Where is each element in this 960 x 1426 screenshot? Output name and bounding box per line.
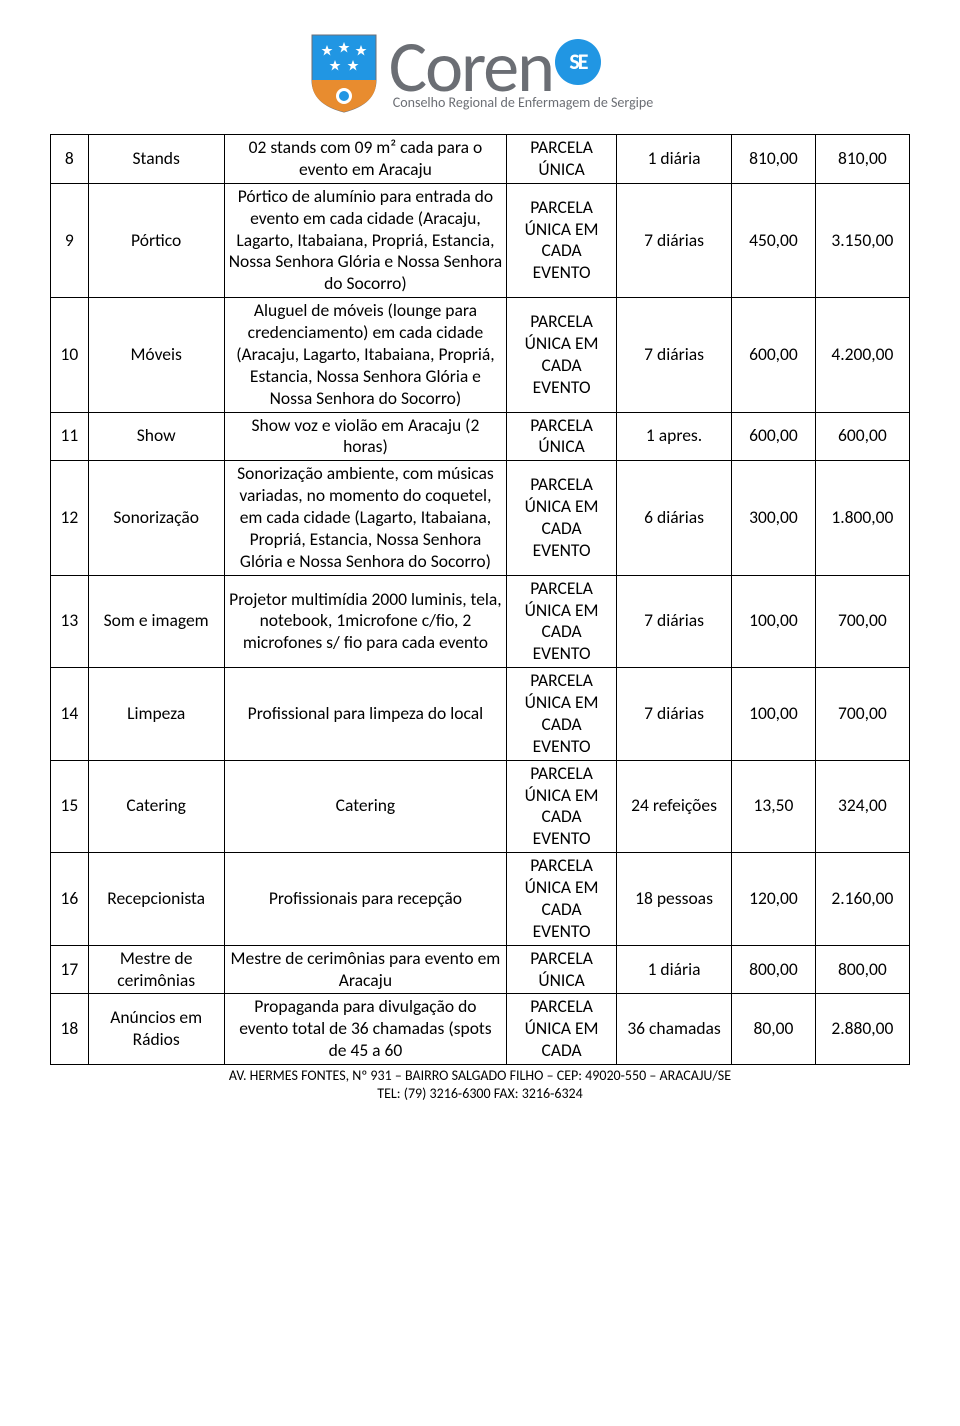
cell-quantity: 7 diárias (617, 183, 732, 297)
cell-quantity: 1 apres. (617, 412, 732, 461)
cell-parcela: PARCELA ÚNICA (507, 945, 617, 994)
cell-unit-value: 600,00 (732, 412, 816, 461)
cell-description: Aluguel de móveis (lounge para credencia… (224, 298, 506, 412)
cell-description: Pórtico de alumínio para entrada do even… (224, 183, 506, 297)
cell-total-value: 4.200,00 (815, 298, 909, 412)
brand-subtitle: Conselho Regional de Enfermagem de Sergi… (393, 94, 653, 111)
cell-unit-value: 120,00 (732, 853, 816, 946)
cell-total-value: 600,00 (815, 412, 909, 461)
cell-unit-value: 800,00 (732, 945, 816, 994)
cell-name: Limpeza (88, 668, 224, 761)
cell-name: Anúncios em Rádios (88, 994, 224, 1065)
cell-number: 11 (51, 412, 89, 461)
cell-parcela: PARCELA ÚNICA EM CADA EVENTO (507, 853, 617, 946)
table-row: 9PórticoPórtico de alumínio para entrada… (51, 183, 910, 297)
cell-total-value: 2.160,00 (815, 853, 909, 946)
cell-unit-value: 300,00 (732, 461, 816, 575)
cell-parcela: PARCELA ÚNICA EM CADA EVENTO (507, 183, 617, 297)
cell-number: 13 (51, 575, 89, 668)
cell-name: Móveis (88, 298, 224, 412)
cell-parcela: PARCELA ÚNICA EM CADA EVENTO (507, 461, 617, 575)
cell-quantity: 18 pessoas (617, 853, 732, 946)
cell-name: Pórtico (88, 183, 224, 297)
cell-description: Mestre de cerimônias para evento em Arac… (224, 945, 506, 994)
cell-quantity: 1 diária (617, 945, 732, 994)
cell-unit-value: 450,00 (732, 183, 816, 297)
cell-parcela: PARCELA ÚNICA (507, 412, 617, 461)
cell-unit-value: 100,00 (732, 575, 816, 668)
cell-unit-value: 80,00 (732, 994, 816, 1065)
cell-number: 8 (51, 135, 89, 184)
cell-quantity: 7 diárias (617, 668, 732, 761)
cell-total-value: 324,00 (815, 760, 909, 853)
cell-number: 10 (51, 298, 89, 412)
cell-total-value: 3.150,00 (815, 183, 909, 297)
logo-header: Coren SE Conselho Regional de Enfermagem… (50, 30, 910, 116)
footer-phone: TEL: (79) 3216-6300 FAX: 3216-6324 (50, 1085, 910, 1103)
table-row: 11ShowShow voz e violão em Aracaju (2 ho… (51, 412, 910, 461)
cell-name: Sonorização (88, 461, 224, 575)
page-footer: AV. HERMES FONTES, Nº 931 – BAIRRO SALGA… (50, 1067, 910, 1103)
cell-number: 14 (51, 668, 89, 761)
shield-icon (307, 30, 381, 116)
cell-unit-value: 13,50 (732, 760, 816, 853)
table-row: 14LimpezaProfissional para limpeza do lo… (51, 668, 910, 761)
cell-name: Stands (88, 135, 224, 184)
table-row: 18Anúncios em RádiosPropaganda para divu… (51, 994, 910, 1065)
cell-name: Catering (88, 760, 224, 853)
table-row: 17Mestre de cerimôniasMestre de cerimôni… (51, 945, 910, 994)
cell-parcela: PARCELA ÚNICA EM CADA EVENTO (507, 575, 617, 668)
cell-parcela: PARCELA ÚNICA EM CADA EVENTO (507, 298, 617, 412)
cell-quantity: 24 refeições (617, 760, 732, 853)
cell-total-value: 2.880,00 (815, 994, 909, 1065)
table-row: 10MóveisAluguel de móveis (lounge para c… (51, 298, 910, 412)
cell-parcela: PARCELA ÚNICA EM CADA EVENTO (507, 668, 617, 761)
brand-name: Coren SE (389, 35, 601, 100)
cell-number: 16 (51, 853, 89, 946)
cell-description: 02 stands com 09 m² cada para o evento e… (224, 135, 506, 184)
cell-number: 18 (51, 994, 89, 1065)
cell-parcela: PARCELA ÚNICA EM CADA EVENTO (507, 760, 617, 853)
cell-quantity: 6 diárias (617, 461, 732, 575)
cell-unit-value: 600,00 (732, 298, 816, 412)
cell-description: Profissionais para recepção (224, 853, 506, 946)
cell-total-value: 700,00 (815, 575, 909, 668)
cell-total-value: 800,00 (815, 945, 909, 994)
cell-number: 9 (51, 183, 89, 297)
cell-unit-value: 100,00 (732, 668, 816, 761)
cell-quantity: 36 chamadas (617, 994, 732, 1065)
table-row: 13Som e imagemProjetor multimídia 2000 l… (51, 575, 910, 668)
cell-quantity: 1 diária (617, 135, 732, 184)
cell-number: 12 (51, 461, 89, 575)
cell-description: Profissional para limpeza do local (224, 668, 506, 761)
cell-quantity: 7 diárias (617, 298, 732, 412)
cell-name: Recepcionista (88, 853, 224, 946)
cell-name: Show (88, 412, 224, 461)
cell-description: Show voz e violão em Aracaju (2 horas) (224, 412, 506, 461)
cell-total-value: 700,00 (815, 668, 909, 761)
cell-name: Mestre de cerimônias (88, 945, 224, 994)
cell-unit-value: 810,00 (732, 135, 816, 184)
cell-description: Catering (224, 760, 506, 853)
cell-parcela: PARCELA ÚNICA EM CADA (507, 994, 617, 1065)
cell-description: Sonorização ambiente, com músicas variad… (224, 461, 506, 575)
cell-description: Propaganda para divulgação do evento tot… (224, 994, 506, 1065)
cell-quantity: 7 diárias (617, 575, 732, 668)
cell-number: 17 (51, 945, 89, 994)
table-row: 12SonorizaçãoSonorização ambiente, com m… (51, 461, 910, 575)
footer-address: AV. HERMES FONTES, Nº 931 – BAIRRO SALGA… (50, 1067, 910, 1085)
brand-badge: SE (555, 39, 601, 85)
items-table: 8Stands02 stands com 09 m² cada para o e… (50, 134, 910, 1065)
cell-total-value: 810,00 (815, 135, 909, 184)
cell-total-value: 1.800,00 (815, 461, 909, 575)
table-row: 16RecepcionistaProfissionais para recepç… (51, 853, 910, 946)
table-row: 8Stands02 stands com 09 m² cada para o e… (51, 135, 910, 184)
table-row: 15CateringCateringPARCELA ÚNICA EM CADA … (51, 760, 910, 853)
cell-parcela: PARCELA ÚNICA (507, 135, 617, 184)
cell-name: Som e imagem (88, 575, 224, 668)
cell-number: 15 (51, 760, 89, 853)
cell-description: Projetor multimídia 2000 luminis, tela, … (224, 575, 506, 668)
